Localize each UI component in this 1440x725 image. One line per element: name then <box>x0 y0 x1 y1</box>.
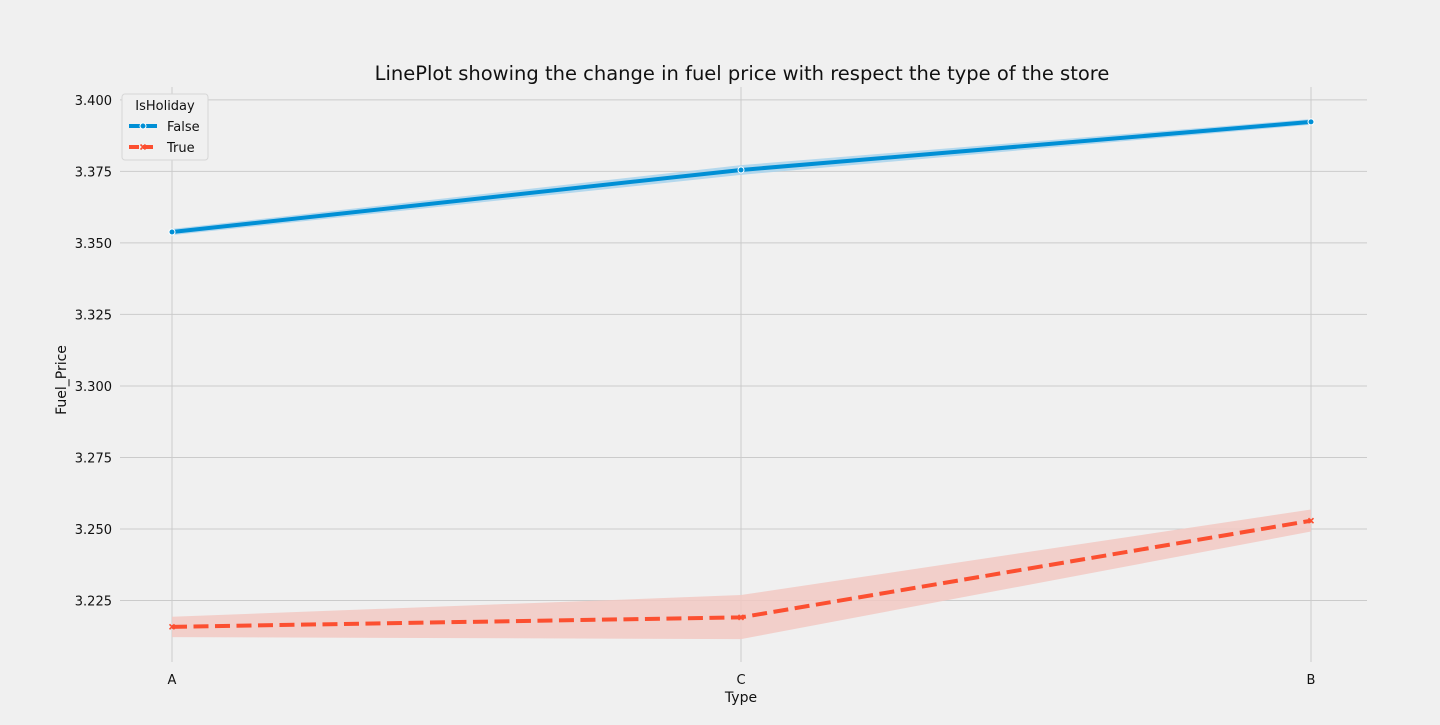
confidence-bands <box>172 119 1311 640</box>
ci-band-true <box>172 509 1311 640</box>
y-tick-label: 3.400 <box>75 94 112 109</box>
data-point <box>168 228 176 236</box>
legend-label-true: True <box>166 141 195 156</box>
x-tick-label: C <box>736 673 745 688</box>
data-point <box>168 623 176 630</box>
series-markers <box>168 118 1315 630</box>
grid-lines <box>120 87 1367 662</box>
data-point <box>1307 517 1315 524</box>
y-tick-label: 3.225 <box>75 594 112 609</box>
chart-title: LinePlot showing the change in fuel pric… <box>375 62 1110 85</box>
data-point <box>737 166 745 174</box>
legend-marker <box>139 122 147 130</box>
y-tick-label: 3.375 <box>75 165 112 180</box>
data-point <box>737 614 745 621</box>
legend-label-false: False <box>167 120 200 135</box>
axis-tick-labels: 3.225 3.250 3.275 3.300 3.325 3.350 3.375 3.400… <box>75 94 1316 688</box>
x-tick-label: A <box>168 673 177 688</box>
y-axis-label: Fuel_Price <box>54 345 70 415</box>
ci-band-false <box>172 119 1311 236</box>
legend-box <box>121 93 209 161</box>
x-axis-label: Type <box>724 690 757 706</box>
data-point-stroke <box>1307 517 1315 524</box>
legend-title: IsHoliday <box>135 99 195 114</box>
data-point-stroke <box>168 623 176 630</box>
y-tick-label: 3.275 <box>75 451 112 466</box>
legend-marker <box>139 143 147 151</box>
legend: IsHoliday False True <box>121 93 209 161</box>
y-tick-label: 3.325 <box>75 308 112 323</box>
y-tick-label: 3.350 <box>75 237 112 252</box>
legend-marker-stroke <box>139 143 147 151</box>
y-tick-label: 3.250 <box>75 523 112 538</box>
x-tick-label: B <box>1307 673 1316 688</box>
data-point-stroke <box>737 614 745 621</box>
data-point <box>1307 118 1315 126</box>
y-tick-label: 3.300 <box>75 380 112 395</box>
